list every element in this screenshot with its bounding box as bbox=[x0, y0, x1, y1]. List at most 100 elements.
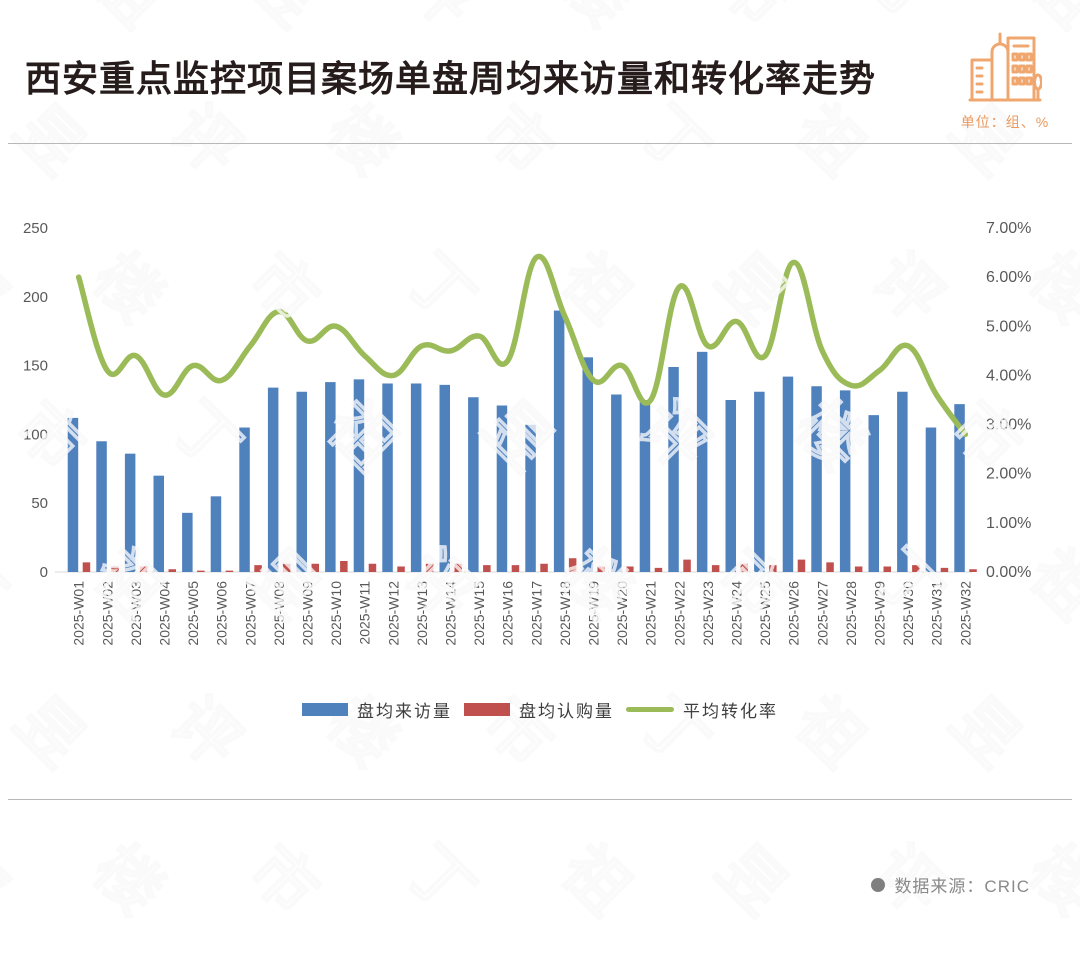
watermark-char: 评 bbox=[391, 535, 489, 633]
watermark-char: 祖 bbox=[1015, 535, 1080, 633]
visits-bar bbox=[639, 400, 651, 572]
x-axis-label: 2025-W25 bbox=[757, 581, 773, 646]
watermark-char: 楼 bbox=[547, 0, 645, 41]
watermark-char: 昱 bbox=[1, 683, 99, 781]
watermark-char: 楼 bbox=[313, 683, 411, 781]
watermark-char: 评 bbox=[859, 239, 957, 337]
watermark-char: 楼 bbox=[547, 535, 645, 633]
watermark-char: 楼 bbox=[1015, 831, 1080, 929]
watermark-char: 评 bbox=[859, 239, 957, 337]
watermark-char: 丁 bbox=[0, 535, 21, 633]
watermark-char: 楼 bbox=[313, 91, 411, 189]
watermark-char: 楼 bbox=[547, 0, 645, 41]
watermark-char: 评 bbox=[391, 535, 489, 633]
watermark-char: 丁 bbox=[859, 535, 957, 633]
visits-bar bbox=[897, 391, 908, 572]
x-axis-label: 2025-W17 bbox=[528, 581, 544, 646]
y-axis-right-tick-label: 1.00% bbox=[986, 515, 1031, 532]
subscriptions-legend-label: 盘均认购量 bbox=[519, 702, 614, 721]
x-axis-label: 2025-W26 bbox=[786, 581, 802, 646]
watermark-char: 市 bbox=[469, 683, 567, 781]
watermark-char: 评 bbox=[0, 831, 21, 929]
watermark-char: 市 bbox=[703, 535, 801, 633]
visits-bar bbox=[239, 427, 250, 572]
watermark-char: 祖 bbox=[79, 535, 177, 633]
x-axis-label: 2025-W31 bbox=[929, 581, 945, 646]
watermark-char: 祖 bbox=[781, 91, 879, 189]
bottom-divider bbox=[8, 799, 1072, 800]
subscriptions-bar bbox=[111, 566, 119, 572]
watermark-char: 市 bbox=[1, 387, 99, 485]
watermark-char: 昱 bbox=[703, 831, 801, 929]
watermark-char: 评 bbox=[0, 239, 21, 337]
watermark-char: 评 bbox=[157, 91, 255, 189]
subscriptions-swatch bbox=[464, 703, 510, 716]
watermark-char: 丁 bbox=[0, 535, 21, 633]
y-axis-right-tick-label: 4.00% bbox=[986, 367, 1031, 384]
visits-bar bbox=[553, 310, 565, 572]
watermark-char: 昱 bbox=[469, 387, 567, 485]
subscriptions-bar bbox=[597, 566, 605, 572]
visits-bar bbox=[525, 424, 536, 572]
watermark-char: 祖 bbox=[547, 831, 645, 929]
watermark-char: 市 bbox=[235, 239, 333, 337]
watermark-char: 评 bbox=[157, 683, 255, 781]
x-axis-label: 2025-W22 bbox=[671, 581, 687, 646]
visits-bar bbox=[582, 357, 593, 572]
x-axis-label: 2025-W08 bbox=[271, 581, 287, 646]
subscriptions-bar bbox=[826, 562, 834, 572]
subscriptions-bar bbox=[311, 563, 319, 572]
watermark-char: 市 bbox=[235, 831, 333, 929]
unit-label: 单位：组、% bbox=[960, 114, 1050, 130]
brand-block: 单位：组、% bbox=[960, 24, 1050, 132]
watermark-char: 昱 bbox=[703, 831, 801, 929]
watermark-char: 市 bbox=[1, 387, 99, 485]
y-axis-right-tick-label: 0.00% bbox=[986, 564, 1031, 581]
subscriptions-bar bbox=[683, 559, 691, 572]
x-axis-label: 2025-W04 bbox=[157, 581, 173, 646]
watermark-char: 丁 bbox=[859, 0, 957, 41]
watermark-char: 市 bbox=[235, 831, 333, 929]
x-axis-label: 2025-W28 bbox=[843, 581, 859, 646]
watermark-char: 市 bbox=[703, 535, 801, 633]
watermark-char: 市 bbox=[937, 387, 1035, 485]
visits-bar bbox=[382, 383, 393, 572]
visits-bar bbox=[811, 386, 822, 572]
visits-bar bbox=[611, 394, 622, 572]
x-axis-label: 2025-W24 bbox=[729, 581, 745, 646]
x-axis-label: 2025-W07 bbox=[242, 581, 258, 646]
subscriptions-bar bbox=[168, 569, 176, 572]
x-axis-label: 2025-W01 bbox=[71, 581, 87, 646]
watermark-char: 祖 bbox=[781, 683, 879, 781]
x-axis-label: 2025-W29 bbox=[872, 581, 888, 646]
y-axis-right-tick-label: 7.00% bbox=[986, 220, 1031, 237]
watermark-char: 昱 bbox=[937, 683, 1035, 781]
watermark-char: 丁 bbox=[0, 0, 21, 41]
watermark-char: 丁 bbox=[859, 0, 957, 41]
watermark-char: 昱 bbox=[1, 683, 99, 781]
visits-bar bbox=[67, 417, 79, 572]
visits-bar bbox=[410, 383, 422, 572]
chart-legend: 盘均来访量 盘均认购量 平均转化率 bbox=[0, 697, 1080, 722]
y-axis-right-tick-label: 5.00% bbox=[986, 318, 1031, 335]
subscriptions-bar bbox=[883, 566, 891, 572]
subscriptions-bar bbox=[511, 565, 520, 572]
subscriptions-bar bbox=[568, 558, 577, 572]
x-axis-label: 2025-W18 bbox=[557, 581, 573, 646]
watermark-char: 评 bbox=[391, 0, 489, 41]
watermark-char: 昱 bbox=[235, 535, 333, 633]
subscriptions-bar bbox=[912, 565, 920, 572]
watermark-char: 昱 bbox=[469, 387, 567, 485]
watermark-char: 丁 bbox=[157, 387, 255, 485]
watermark-char: 昱 bbox=[235, 0, 333, 41]
watermark-char: 丁 bbox=[391, 239, 489, 337]
watermark-char: 祖 bbox=[1015, 0, 1080, 41]
watermark-char: 楼 bbox=[79, 831, 177, 929]
watermark-char: 评 bbox=[859, 831, 957, 929]
subscriptions-bar bbox=[197, 570, 205, 572]
visits-bar bbox=[468, 397, 479, 572]
watermark-char: 楼 bbox=[1015, 831, 1080, 929]
